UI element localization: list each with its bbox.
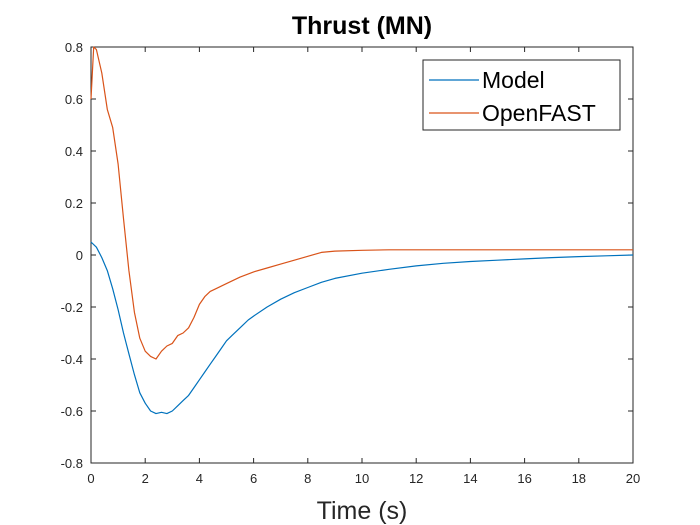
x-tick-label: 8 [304, 471, 311, 486]
series-line-openfast [90, 46, 633, 360]
legend-box [422, 59, 621, 131]
x-tick-label: 14 [463, 471, 477, 486]
ticks: 0 2 4 6 8 10 12 14 16 18 20 -0.8 -0.6 -0.4 -0.2 0 0.2 0.4… [61, 40, 641, 486]
legend-label: Model [482, 67, 545, 93]
y-tick-label: -0.4 [61, 352, 83, 367]
y-tick-label: -0.2 [61, 300, 83, 315]
x-tick-label: 20 [626, 471, 640, 486]
x-tick-label: 0 [87, 471, 94, 486]
y-tick-label: 0.2 [65, 196, 83, 211]
x-tick-label: 16 [517, 471, 531, 486]
legend-label: OpenFAST [482, 100, 596, 126]
y-tick-label: 0 [76, 248, 83, 263]
x-tick-label: 10 [355, 471, 369, 486]
chart-title: Thrust (MN) [292, 12, 432, 40]
y-tick-label: -0.8 [61, 456, 83, 471]
series-line-model [90, 241, 634, 415]
x-tick-label: 2 [142, 471, 149, 486]
y-tick-label: -0.6 [61, 404, 83, 419]
plot-lines [90, 46, 634, 415]
y-tick-label: 0.6 [65, 92, 83, 107]
x-tick-label: 4 [196, 471, 203, 486]
x-axis-label: Time (s) [317, 497, 408, 525]
y-tick-label: 0.8 [65, 40, 83, 55]
y-tick-label: 0.4 [65, 144, 83, 159]
x-tick-label: 6 [250, 471, 257, 486]
legend: Model OpenFAST [422, 59, 621, 131]
x-tick-label: 18 [572, 471, 586, 486]
x-tick-label: 12 [409, 471, 423, 486]
